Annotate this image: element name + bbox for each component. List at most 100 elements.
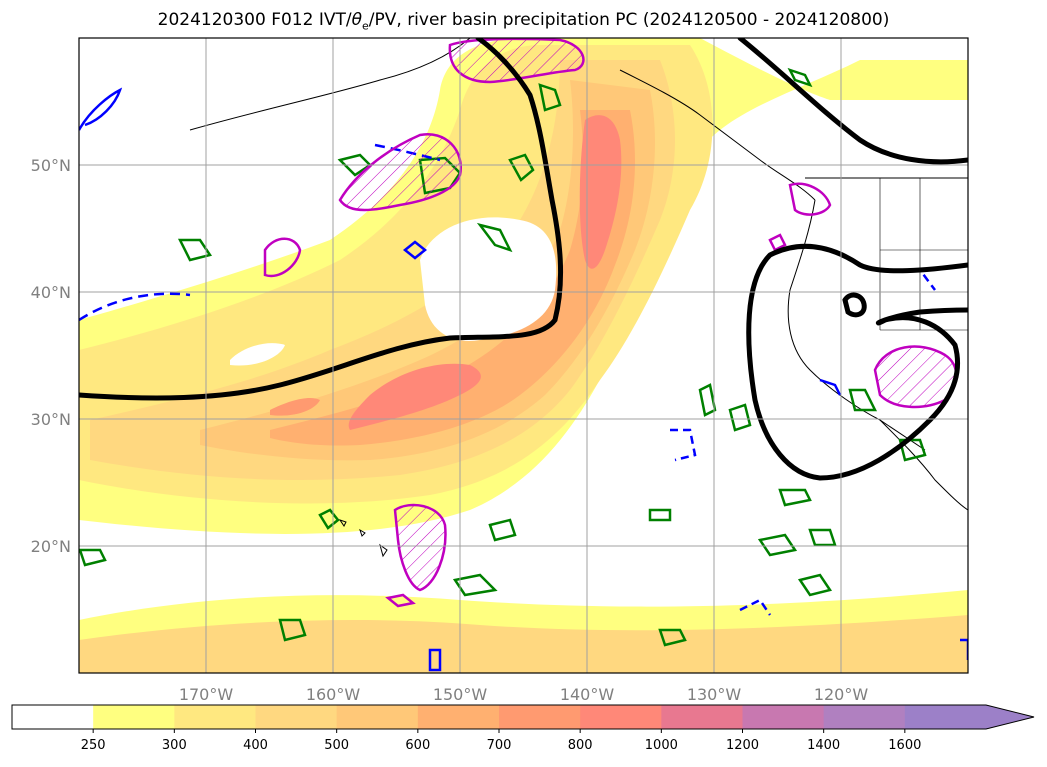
title-prefix: 2024120300 F012 IVT/ xyxy=(157,10,352,30)
jet-contour-north xyxy=(737,38,968,165)
pv-contour-dashed xyxy=(79,292,191,322)
theta-e-contour xyxy=(728,403,752,432)
colorbar-tick-label: 400 xyxy=(243,738,268,753)
colorbar-swatch xyxy=(255,705,338,729)
graticule xyxy=(79,38,968,673)
colorbar-swatch xyxy=(93,705,175,729)
jet-contour-loop xyxy=(842,292,867,318)
colorbar-swatch xyxy=(661,705,743,729)
map-title: 2024120300 F012 IVT/θe/PV, river basin p… xyxy=(0,10,1047,32)
colorbar-tick-label: 600 xyxy=(405,738,430,753)
precip-pc-contour xyxy=(768,233,787,252)
colorbar: 250 300 400 500 600 700 800 1000 1200 14… xyxy=(11,704,1035,753)
precip-pc-contour xyxy=(263,237,302,278)
theta-e-contour xyxy=(648,508,672,522)
colorbar-outline xyxy=(11,704,1035,730)
theta-e-contour xyxy=(79,548,107,567)
pv-contour xyxy=(819,378,842,396)
longitude-labels: 170°W 160°W 150°W 140°W 130°W 120°W xyxy=(179,685,869,704)
alaska-panhandle-coastline xyxy=(619,69,816,201)
colorbar-tick-label: 800 xyxy=(568,738,593,753)
us-state-borders xyxy=(879,178,968,331)
precip-pc-contour xyxy=(788,182,832,216)
colorbar-tick-label: 700 xyxy=(487,738,512,753)
theta-e-contour xyxy=(538,83,562,112)
theta-e-contour xyxy=(318,508,340,530)
theta-e-contour xyxy=(698,383,717,417)
colorbar-swatch xyxy=(417,705,500,729)
jet-contour-main xyxy=(79,38,564,401)
colorbar-swatch xyxy=(336,705,419,729)
hawaii-islands xyxy=(338,519,388,558)
colorbar-swatch xyxy=(580,705,662,729)
title-suffix: /PV, river basin precipitation PC (20241… xyxy=(368,10,890,30)
title-theta-subscript: e xyxy=(362,19,369,33)
theta-e-contour xyxy=(508,153,535,182)
colorbar-swatch xyxy=(12,705,94,729)
precip-pc-contours xyxy=(263,38,958,608)
pv-contour xyxy=(428,648,442,672)
colorbar-swatch xyxy=(174,705,256,729)
lon-label: 120°W xyxy=(814,685,869,704)
jet-contour-ridge xyxy=(746,243,968,481)
lat-label: 20°N xyxy=(31,537,71,556)
colorbar-swatch xyxy=(823,705,906,729)
map-frame xyxy=(78,37,969,674)
lat-label: 40°N xyxy=(31,283,71,302)
colorbar-tick-label: 1000 xyxy=(645,738,678,753)
coastlines xyxy=(189,38,968,558)
pv-contour xyxy=(79,87,123,131)
colorbar-tick-label: 300 xyxy=(162,738,187,753)
ivt-band-south-400 xyxy=(79,615,968,673)
north-america-west-coastline xyxy=(787,199,968,511)
pv-contour-dashed xyxy=(670,428,697,462)
map-area xyxy=(79,38,968,673)
colorbar-tick-label: 1600 xyxy=(888,738,921,753)
lon-label: 130°W xyxy=(687,685,742,704)
ivt-core-west-800 xyxy=(270,398,320,416)
theta-e-contour xyxy=(787,67,813,88)
colorbar-labels: 250 300 400 500 600 700 800 1000 1200 14… xyxy=(81,738,922,753)
colorbar-swatch xyxy=(742,705,825,729)
alaska-coastline xyxy=(189,38,471,131)
ivt-hole-west xyxy=(230,343,285,366)
theta-e-contour xyxy=(848,388,878,412)
pv-contour xyxy=(960,638,968,660)
theta-e-contour xyxy=(808,528,837,547)
theta-e-contour xyxy=(177,238,213,262)
colorbar-tick-label: 1400 xyxy=(807,738,840,753)
ivt-shading xyxy=(79,38,968,673)
theta-e-contour xyxy=(898,438,927,462)
theta-e-contour xyxy=(757,533,798,557)
theta-e-contour xyxy=(476,222,513,253)
lon-label: 140°W xyxy=(560,685,615,704)
colorbar-tick-label: 250 xyxy=(81,738,106,753)
lon-label: 160°W xyxy=(306,685,361,704)
precip-pc-contour xyxy=(385,593,416,608)
theta-e-contour xyxy=(778,488,812,507)
colorbar-swatch xyxy=(499,705,581,729)
ivt-core-north-800 xyxy=(579,115,622,269)
pv-contour xyxy=(402,240,428,260)
lon-label: 170°W xyxy=(179,685,234,704)
colorbar-swatches xyxy=(11,704,1035,730)
ivt-band-700 xyxy=(270,110,635,446)
ivt-hole xyxy=(420,217,557,341)
lat-label: 50°N xyxy=(31,156,71,175)
colorbar-ticks xyxy=(92,729,906,733)
precip-pc-region xyxy=(393,503,447,592)
theta-e-contour xyxy=(658,628,687,647)
precip-pc-region xyxy=(448,38,585,84)
precip-pc-region xyxy=(873,345,958,409)
lon-label: 150°W xyxy=(433,685,488,704)
colorbar-tick-label: 1200 xyxy=(726,738,759,753)
title-theta-symbol: θ xyxy=(351,10,362,30)
pv-contour-dashed xyxy=(739,598,772,616)
colorbar-tick-label: 500 xyxy=(324,738,349,753)
theta-e-contour xyxy=(488,518,517,542)
colorbar-extend-arrow xyxy=(986,705,1034,729)
theta-e-contour xyxy=(452,573,498,597)
theta-e-contour xyxy=(278,618,307,642)
lat-label: 30°N xyxy=(31,410,71,429)
